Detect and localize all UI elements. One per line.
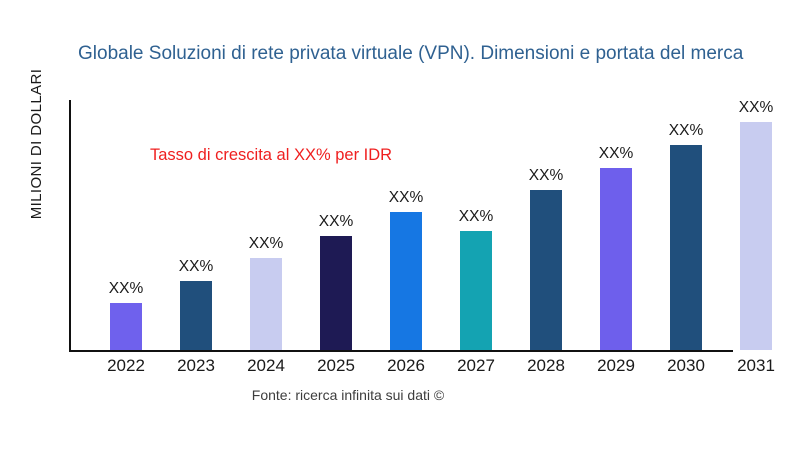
x-tick-label: 2027: [457, 356, 495, 375]
x-tick-label: 2031: [737, 356, 775, 375]
x-tick-label: 2025: [317, 356, 355, 375]
bar-value-label: XX%: [528, 167, 564, 184]
source-note: Fonte: ricerca infinita sui dati ©: [251, 387, 445, 403]
bar-2028: [530, 190, 562, 350]
chart-title: Globale Soluzioni di rete privata virtua…: [78, 43, 744, 64]
x-tick-label: 2029: [597, 356, 635, 375]
bar-value-label: XX%: [388, 189, 424, 206]
bar-2031: [740, 122, 772, 350]
x-tick-label: 2023: [177, 356, 215, 375]
bar-value-label: XX%: [318, 213, 354, 230]
bar-value-label: XX%: [178, 258, 214, 275]
x-tick-label: 2030: [667, 356, 705, 375]
x-tick-label: 2028: [527, 356, 565, 375]
y-axis-line: [69, 100, 71, 351]
bar-2024: [250, 258, 282, 350]
bar-2026: [390, 212, 422, 350]
x-tick-label: 2026: [387, 356, 425, 375]
y-axis-title: MILIONI DI DOLLARI: [28, 68, 45, 220]
bar-2023: [180, 281, 212, 350]
bar-2027: [460, 231, 492, 350]
bar-value-label: XX%: [458, 208, 494, 225]
bar-2029: [600, 168, 632, 350]
bar-value-label: XX%: [248, 235, 284, 252]
bar-value-label: XX%: [108, 280, 144, 297]
bar-2025: [320, 236, 352, 350]
x-tick-label: 2024: [247, 356, 285, 375]
x-axis-line: [69, 350, 733, 352]
growth-rate-annotation: Tasso di crescita al XX% per IDR: [150, 146, 393, 164]
bar-value-label: XX%: [598, 145, 634, 162]
bar-value-label: XX%: [668, 122, 704, 139]
bar-value-label: XX%: [738, 99, 774, 116]
bar-2030: [670, 145, 702, 350]
bar-2022: [110, 303, 142, 350]
x-tick-label: 2022: [107, 356, 145, 375]
